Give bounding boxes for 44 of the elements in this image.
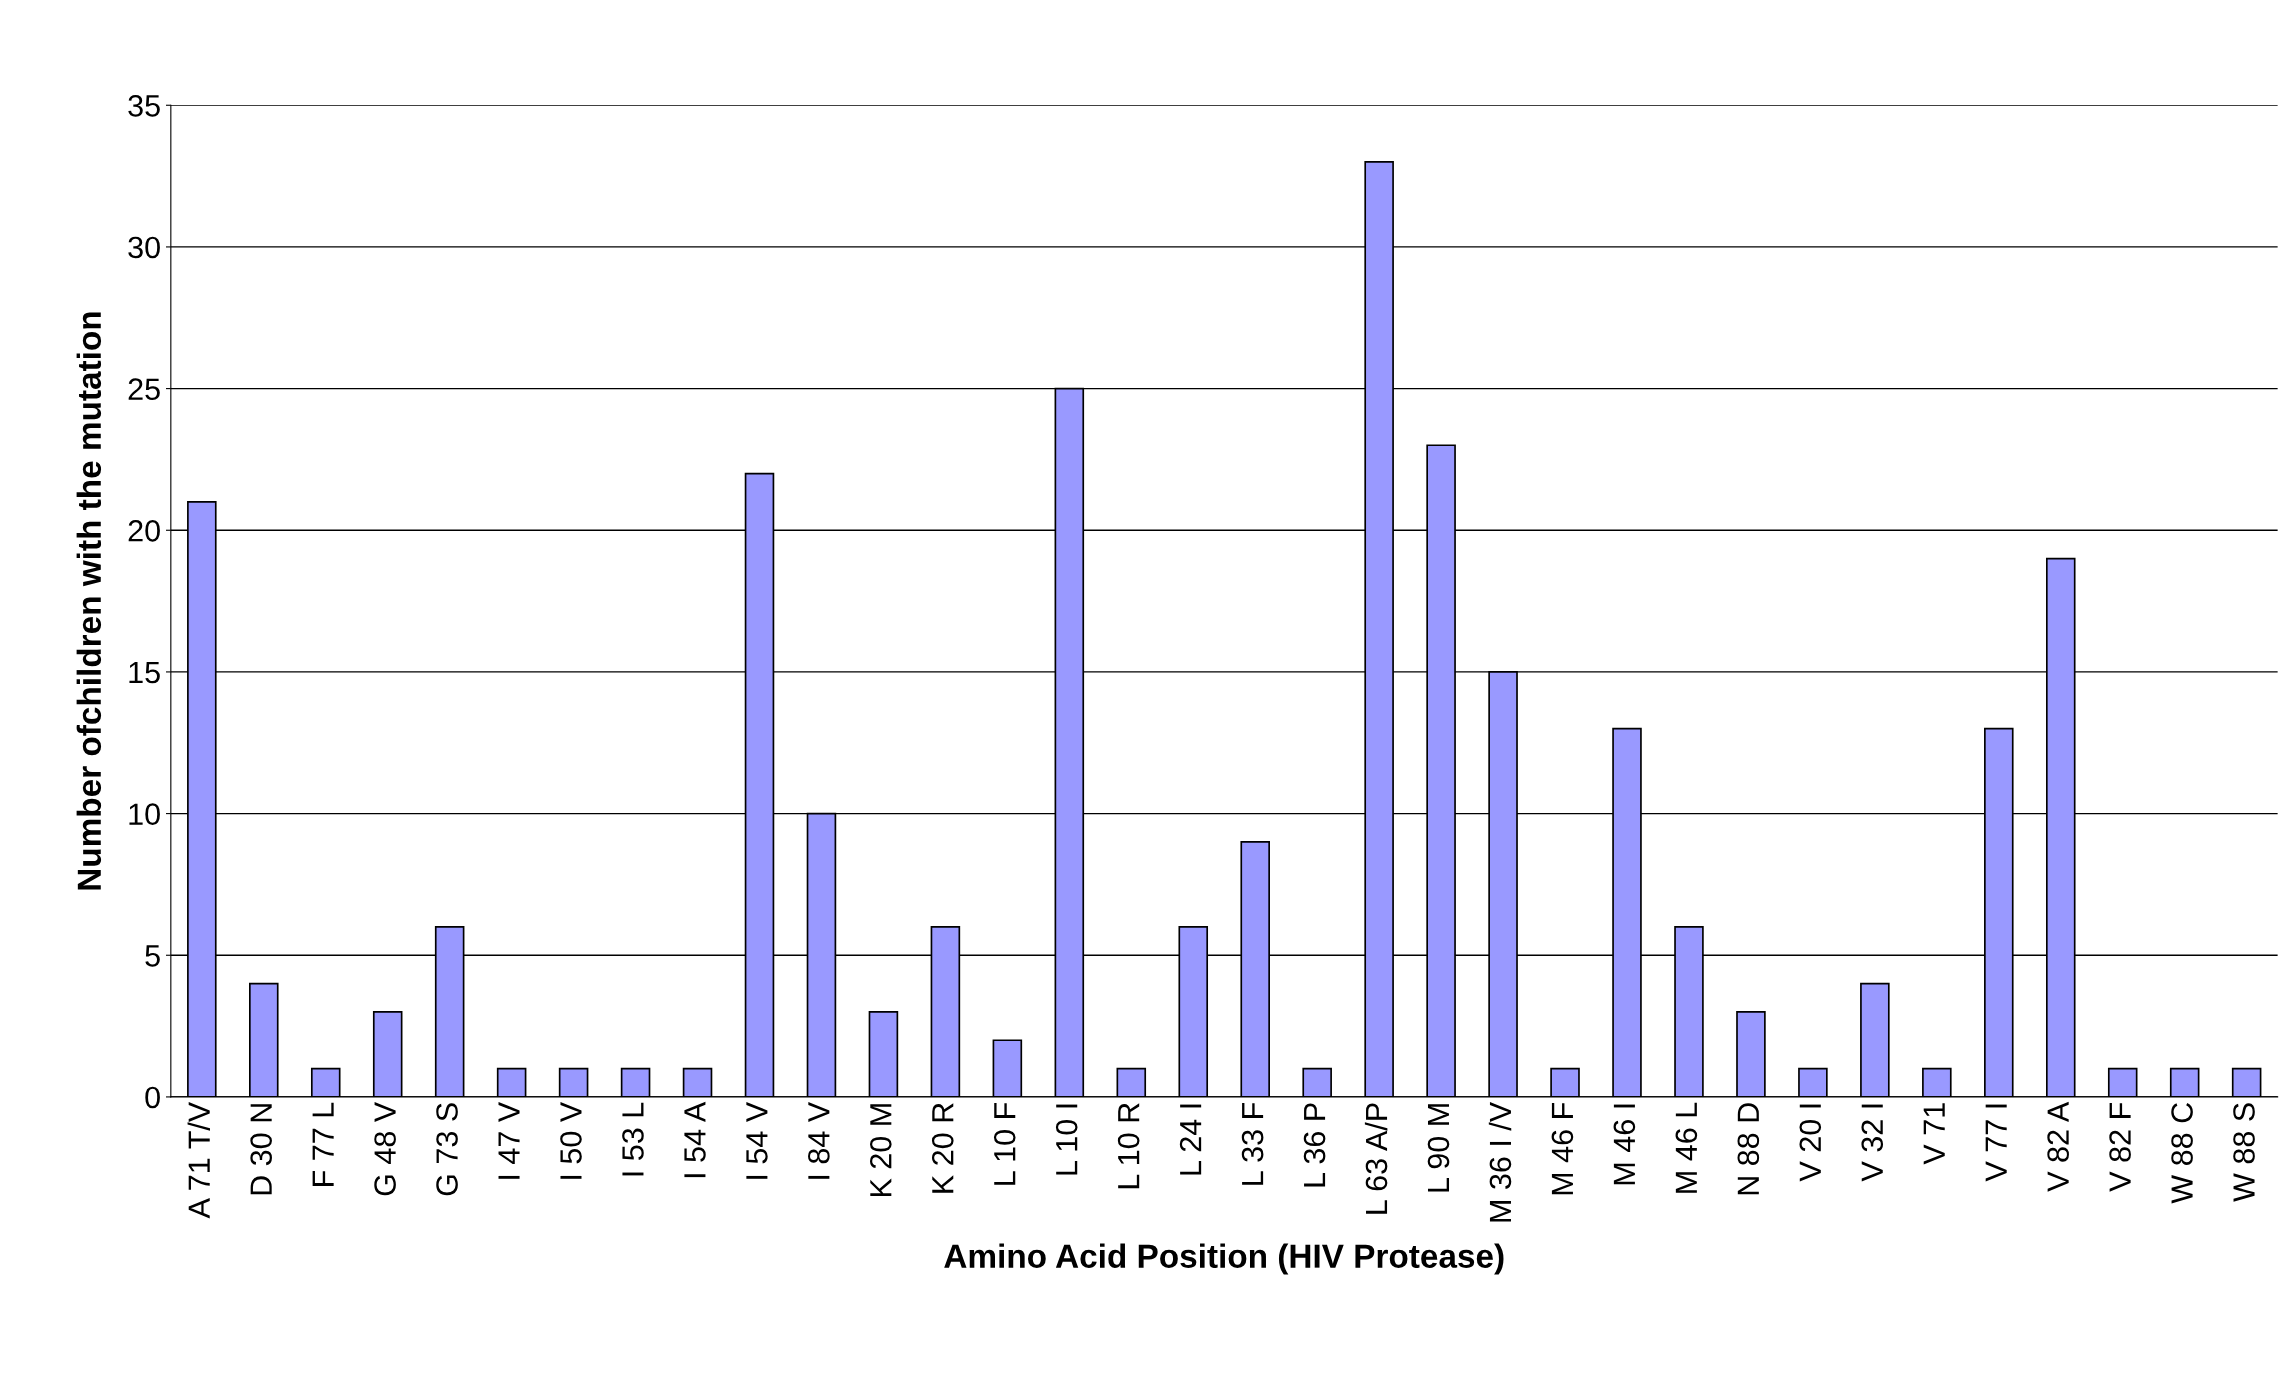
x-tick-label: M 46 L bbox=[1675, 1102, 1698, 1193]
x-tick-label: V 77 I bbox=[1985, 1104, 2007, 1182]
x-tick-label: V 32 I bbox=[1861, 1104, 1884, 1182]
x-tick-label: M 46 I bbox=[1613, 1104, 1636, 1185]
y-tick-label: 5 bbox=[145, 945, 160, 967]
x-tick-label: K 20 M bbox=[869, 1104, 892, 1197]
x-tick-label: I 50 V bbox=[560, 1101, 582, 1179]
x-tick-label: L 36 P bbox=[1303, 1103, 1326, 1187]
x-tick-label: V 20 I bbox=[1799, 1104, 1822, 1182]
x-tick-label: I 47 V bbox=[498, 1101, 520, 1179]
y-axis-title: Number ofchildren with the mutation bbox=[76, 312, 102, 890]
x-tick-label: V 82 A bbox=[2047, 1101, 2069, 1192]
y-tick-label: 10 bbox=[129, 803, 160, 825]
x-tick-label: G 73 S bbox=[436, 1103, 458, 1196]
x-tick-label: A 71 T/V bbox=[187, 1101, 211, 1219]
x-tick-label: L 33 F bbox=[1241, 1103, 1264, 1185]
x-tick-label: D 30 N bbox=[250, 1104, 272, 1195]
x-tick-label: K 20 R bbox=[931, 1103, 954, 1193]
x-tick-label: N 88 D bbox=[1737, 1103, 1760, 1195]
x-tick-label: L 10 R bbox=[1117, 1103, 1140, 1189]
y-tick-label: 20 bbox=[128, 519, 160, 542]
x-tick-label: L 10 I bbox=[1055, 1104, 1078, 1175]
x-tick-label: F 77 L bbox=[312, 1102, 334, 1186]
x-tick-label: L 90 M bbox=[1427, 1104, 1450, 1192]
x-tick-label: L 10 F bbox=[993, 1103, 1016, 1185]
y-tick-label: 35 bbox=[128, 95, 160, 117]
x-axis-title: Amino Acid Position (HIV Protease) bbox=[944, 1243, 1504, 1275]
y-tick-label: 30 bbox=[128, 236, 160, 259]
x-tick-label: W 88 C bbox=[2171, 1102, 2193, 1204]
x-tick-label: G 48 V bbox=[374, 1101, 396, 1196]
x-tick-label: V 71 bbox=[1923, 1103, 1945, 1165]
y-tick-label: 15 bbox=[129, 661, 160, 684]
x-tick-label: W 88 S bbox=[2233, 1103, 2255, 1202]
x-tick-label: I 54 V bbox=[746, 1101, 768, 1179]
x-tick-label: M 36 I /V bbox=[1488, 1101, 1512, 1222]
x-tick-label: I 54 A bbox=[684, 1101, 706, 1178]
x-tick-label: L 24 I bbox=[1179, 1104, 1202, 1175]
x-tick-label: M 46 F bbox=[1551, 1103, 1574, 1195]
x-tick-label: L 63 A/P bbox=[1364, 1103, 1388, 1214]
y-tick-label: 25 bbox=[128, 378, 160, 400]
x-tick-label: I 53 L bbox=[622, 1102, 644, 1176]
x-tick-label: I 84 V bbox=[808, 1101, 830, 1179]
y-tick-label: 0 bbox=[145, 1086, 160, 1109]
x-tick-label: V 82 F bbox=[2109, 1103, 2131, 1192]
